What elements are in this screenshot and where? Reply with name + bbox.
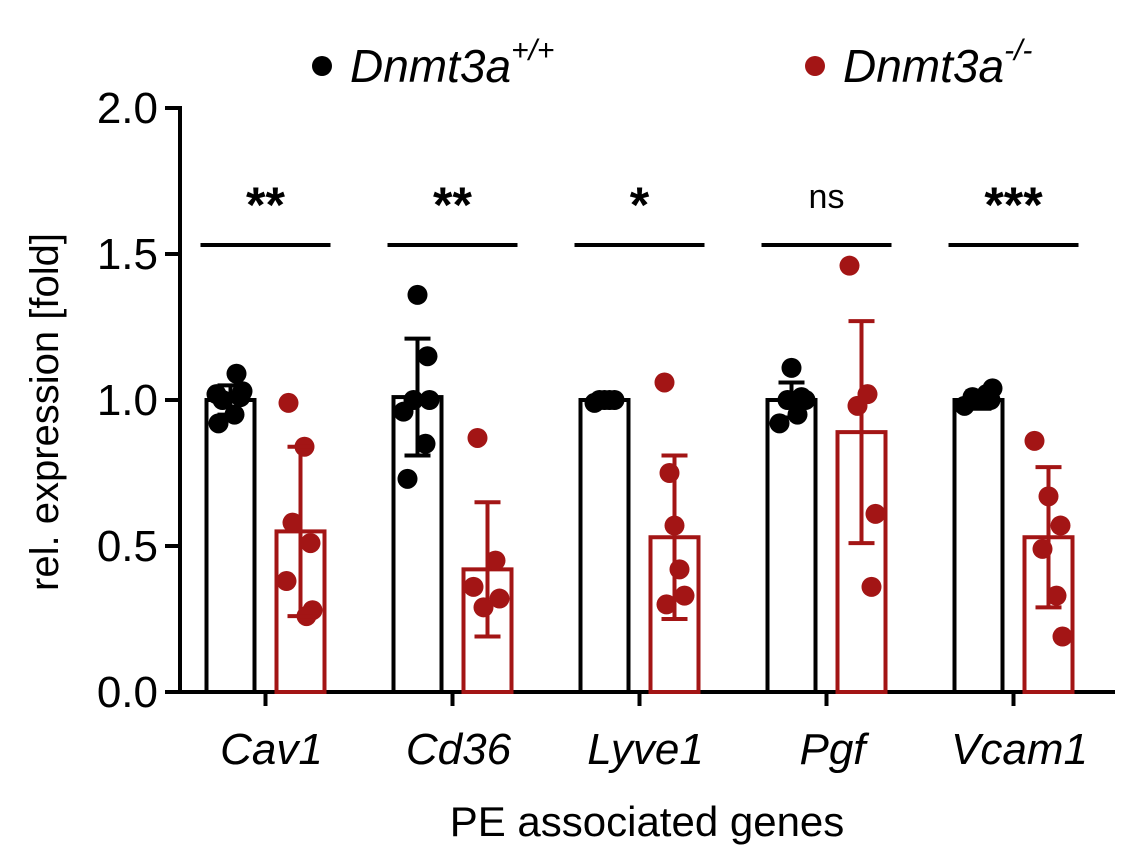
legend-label-superscript: -/- [1004, 34, 1032, 67]
point-ko-vcam1 [1052, 626, 1073, 647]
bar-wt-pgf [765, 398, 818, 694]
significance-label: *** [984, 177, 1043, 233]
point-ko-lyve1 [654, 372, 675, 393]
point-ko-lyve1 [674, 585, 695, 606]
significance-label: ** [433, 177, 472, 233]
point-ko-cav1 [278, 392, 299, 413]
legend-label-base: Dnmt3a [350, 40, 511, 92]
y-tick-label: 1.5 [97, 230, 158, 279]
point-ko-pgf [865, 503, 886, 524]
point-ko-lyve1 [656, 594, 677, 615]
y-axis: 0.0 0.5 1.0 1.5 2.0 [97, 84, 182, 717]
point-ko-cd36 [463, 576, 484, 597]
x-axis: Cav1 Cd36 Lyve1 Pgf Vcam1 [178, 690, 1115, 774]
point-wt-cav1 [206, 384, 227, 405]
bars [204, 395, 1075, 695]
point-ko-cd36 [485, 550, 506, 571]
y-tick-label: 0.5 [97, 522, 158, 571]
point-ko-vcam1 [1046, 585, 1067, 606]
point-ko-cav1 [276, 571, 297, 592]
legend-label-base: Dnmt3a [843, 40, 1004, 92]
x-tick-label-cd36: Cd36 [406, 725, 512, 774]
point-wt-cd36 [419, 390, 440, 410]
legend-label-superscript: +/+ [511, 34, 554, 67]
point-wt-vcam1 [982, 378, 1003, 399]
point-wt-cav1 [226, 363, 247, 384]
significance-label: ** [246, 177, 285, 233]
x-tick-label-cav1: Cav1 [220, 725, 323, 774]
point-wt-pgf [781, 357, 802, 378]
legend: Dnmt3a+/+ Dnmt3a-/- [312, 34, 1032, 92]
legend-label-wt: Dnmt3a+/+ [350, 34, 554, 92]
point-ko-cd36 [473, 597, 494, 618]
y-tick-label: 1.0 [97, 376, 158, 425]
point-wt-lyve1 [604, 390, 625, 410]
point-ko-pgf [839, 255, 860, 276]
y-tick-label: 0.0 [97, 668, 158, 717]
point-wt-cd36 [417, 346, 438, 367]
significance-label: ns [809, 178, 845, 216]
point-wt-cav1 [208, 413, 229, 434]
point-wt-cd36 [397, 468, 418, 489]
point-wt-cd36 [415, 433, 436, 454]
bar-wt-vcam1 [952, 398, 1005, 694]
legend-marker-wt [312, 56, 332, 76]
y-tick-label: 2.0 [97, 84, 158, 133]
point-ko-cav1 [300, 533, 321, 554]
point-ko-vcam1 [1024, 430, 1045, 451]
point-wt-pgf [791, 387, 812, 408]
legend-label-ko: Dnmt3a-/- [843, 34, 1032, 92]
x-axis-label: PE associated genes [450, 798, 845, 845]
point-ko-cav1 [282, 512, 303, 533]
significance-label: * [630, 177, 650, 233]
x-tick-label-pgf: Pgf [799, 725, 870, 774]
point-ko-vcam1 [1050, 515, 1071, 536]
bar-wt-cav1 [204, 398, 257, 694]
bar-wt-lyve1 [578, 398, 631, 694]
error-bars [217, 319, 1062, 639]
significance-annotations: ** ** * ns *** [200, 177, 1079, 247]
point-wt-cd36 [407, 284, 428, 305]
x-tick-label-lyve1: Lyve1 [587, 725, 704, 774]
point-ko-pgf [847, 395, 868, 416]
point-ko-cd36 [467, 427, 488, 448]
y-axis-label: rel. expression [fold] [23, 233, 67, 591]
point-wt-cd36 [403, 390, 424, 410]
point-ko-cd36 [489, 588, 510, 609]
legend-marker-ko [805, 56, 825, 76]
data-points [206, 255, 1073, 647]
point-ko-pgf [861, 576, 882, 597]
x-tick-label-vcam1: Vcam1 [951, 725, 1088, 774]
